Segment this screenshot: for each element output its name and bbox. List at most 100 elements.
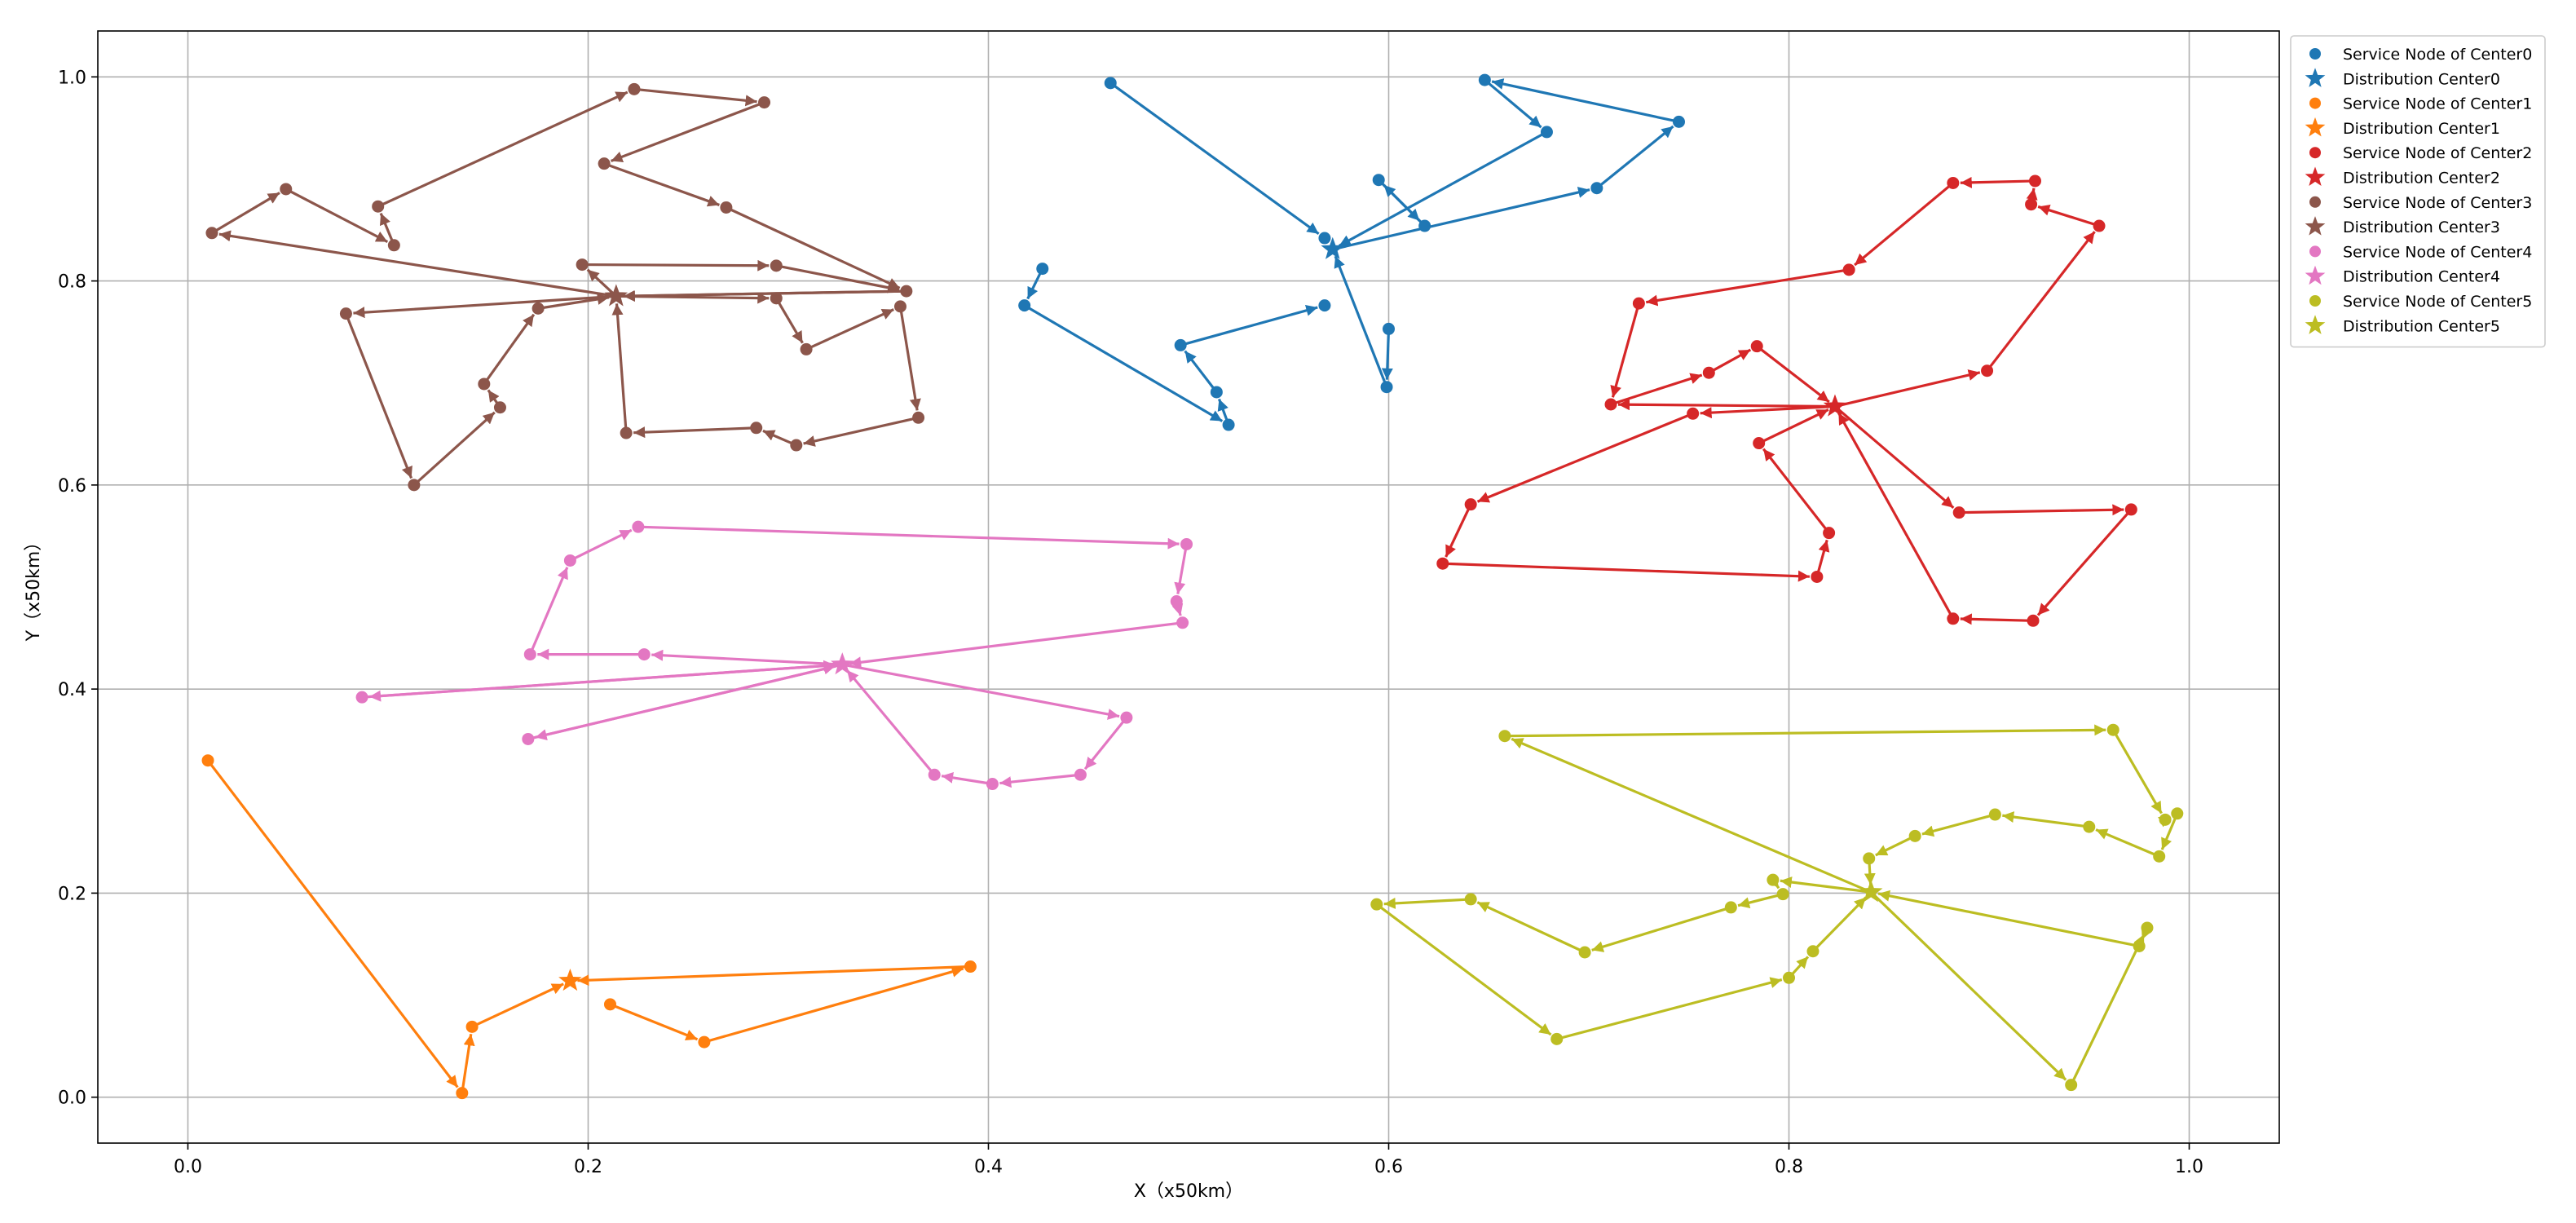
- x-axis-label: X（x50km）: [1134, 1181, 1243, 1202]
- service-node-center1: [465, 1020, 479, 1033]
- route-segment-center0: [1180, 304, 1318, 347]
- route-segment-center5: [2070, 934, 2146, 1086]
- route-segment-center3: [412, 411, 496, 487]
- service-node-center3: [758, 96, 771, 109]
- route-segment-center0: [1595, 125, 1674, 189]
- route-segment-center3: [582, 259, 770, 272]
- plot-background: [98, 31, 2279, 1143]
- service-node-center3: [770, 292, 783, 305]
- service-node-center2: [1604, 398, 1617, 411]
- route-segment-center2: [1837, 412, 1955, 620]
- y-tick-label: 0.8: [58, 272, 86, 293]
- route-segment-center0: [1109, 82, 1320, 236]
- service-node-center5: [1498, 730, 1511, 743]
- route-segment-center4: [361, 660, 836, 699]
- y-tick-label: 0.6: [58, 476, 86, 497]
- route-segment-center4: [999, 773, 1081, 788]
- service-node-center3: [387, 239, 400, 252]
- legend: Service Node of Center0 Distribution Cent…: [2290, 35, 2546, 348]
- route-segment-center5: [1780, 876, 1872, 894]
- route-segment-center5: [1591, 906, 1731, 952]
- service-node-center3: [620, 426, 633, 439]
- service-node-center3: [598, 157, 611, 170]
- route-segment-center1: [704, 966, 964, 1044]
- route-segment-center4: [569, 528, 633, 562]
- route-segment-center0: [1023, 304, 1224, 422]
- route-segment-center2: [1610, 302, 1640, 398]
- legend-entry: Distribution Center4: [2343, 268, 2500, 286]
- route-segment-center5: [1877, 890, 2140, 948]
- legend-entry: Service Node of Center2: [2343, 144, 2532, 162]
- service-node-center1: [964, 960, 977, 974]
- service-node-center3: [478, 377, 491, 391]
- service-node-center3: [893, 300, 906, 313]
- route-segment-center1: [577, 965, 971, 987]
- route-segment-center3: [586, 268, 617, 298]
- service-node-center5: [1908, 829, 1921, 842]
- service-node-center0: [1383, 322, 1396, 335]
- service-node-center4: [355, 691, 368, 704]
- route-segment-center5: [1921, 813, 1996, 837]
- distribution-center-3: [604, 284, 629, 307]
- route-segment-center0: [1332, 187, 1590, 251]
- y-axis: 0.0 0.2 0.4 0.6 0.8 1.0: [58, 68, 98, 1109]
- routes: [206, 78, 2179, 1093]
- service-node-center0: [1478, 73, 1491, 86]
- route-segment-center2: [1959, 504, 2124, 516]
- route-segment-center1: [471, 982, 564, 1028]
- service-node-center5: [1550, 1032, 1564, 1045]
- distribution-center-1: [558, 969, 582, 991]
- route-segment-center5: [1870, 891, 2067, 1081]
- service-node-center4: [522, 732, 535, 745]
- route-segment-center5: [1511, 737, 1872, 894]
- route-segment-center1: [609, 1003, 699, 1041]
- legend-entry: Distribution Center5: [2343, 317, 2500, 335]
- route-segment-center4: [941, 771, 993, 786]
- route-segment-center2: [1617, 399, 1835, 411]
- service-node-center2: [1811, 570, 1824, 583]
- route-segment-center5: [2160, 813, 2179, 850]
- service-node-center3: [790, 439, 803, 452]
- legend-entry: Distribution Center0: [2343, 70, 2500, 88]
- service-node-center4: [1120, 711, 1133, 724]
- route-segment-center5: [2002, 811, 2089, 828]
- route-segment-center2: [1854, 182, 1954, 267]
- legend-entry: Service Node of Center1: [2343, 95, 2532, 113]
- route-segment-center3: [726, 206, 901, 289]
- service-node-center2: [1947, 176, 1960, 189]
- service-node-center3: [750, 422, 763, 435]
- route-segment-center3: [774, 298, 804, 344]
- service-node-center2: [1687, 407, 1700, 420]
- service-node-center2: [1464, 498, 1477, 511]
- legend-frame: [2290, 35, 2546, 348]
- route-segment-center2: [1815, 539, 1830, 577]
- route-segment-center3: [775, 264, 900, 294]
- route-segment-center4: [651, 649, 843, 666]
- service-node-center2: [2093, 219, 2106, 232]
- route-segment-center5: [1383, 897, 1471, 909]
- service-node-center0: [1418, 219, 1431, 232]
- service-node-center0: [1210, 386, 1223, 399]
- route-segment-center0: [1184, 350, 1218, 393]
- legend-marker-center1: [2305, 117, 2326, 137]
- route-segment-center2: [1758, 408, 1829, 444]
- route-segment-center5: [1875, 834, 1916, 857]
- service-node-center0: [1672, 115, 1685, 128]
- route-segment-center0: [1334, 255, 1388, 388]
- route-segment-center3: [633, 87, 757, 107]
- legend-marker-node1: [2309, 97, 2321, 109]
- service-node-center5: [2083, 820, 2096, 833]
- route-segment-center3: [611, 303, 628, 434]
- route-segment-center3: [633, 426, 756, 439]
- service-node-center0: [1540, 126, 1553, 139]
- service-node-center5: [2133, 939, 2146, 952]
- route-segment-center2: [1610, 373, 1703, 406]
- route-segment-center2: [1834, 369, 1981, 408]
- route-segment-center4: [849, 621, 1183, 669]
- legend-marker-node2: [2309, 147, 2321, 159]
- legend-entry: Distribution Center3: [2343, 219, 2500, 236]
- service-node-center4: [637, 648, 651, 661]
- x-tick-label: 0.8: [1775, 1157, 1803, 1177]
- route-segment-center2: [1756, 345, 1830, 404]
- route-segment-center3: [377, 91, 629, 208]
